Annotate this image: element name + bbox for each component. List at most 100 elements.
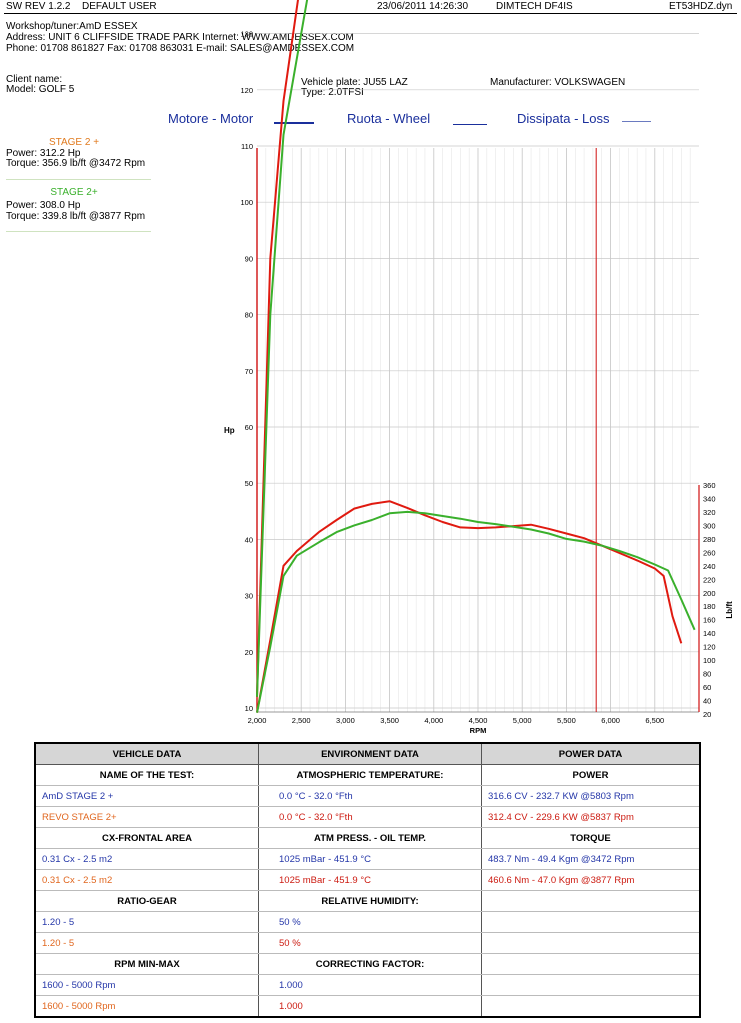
table-cell: 1.20 - 5 xyxy=(35,911,259,933)
table-cell: TORQUE xyxy=(481,827,701,849)
header-power-data: POWER DATA xyxy=(481,743,701,765)
y2-tick-label: 160 xyxy=(703,616,716,625)
table-cell xyxy=(481,995,701,1018)
y-tick-label: 100 xyxy=(240,198,253,207)
table-cell: 1600 - 5000 Rpm xyxy=(35,995,259,1018)
table-cell: CX-FRONTAL AREA xyxy=(35,827,259,849)
y2-tick-label: 280 xyxy=(703,535,716,544)
table-cell: 0.31 Cx - 2.5 m2 xyxy=(35,869,259,891)
file-name: ET53HDZ.dyn xyxy=(669,1,733,12)
legend-loss-line xyxy=(622,121,651,122)
table-cell: RELATIVE HUMIDITY: xyxy=(258,890,482,912)
y-tick-label: 130 xyxy=(240,30,253,39)
run1-divider xyxy=(6,179,151,180)
table-cell: 0.31 Cx - 2.5 m2 xyxy=(35,848,259,870)
y-tick-label: 70 xyxy=(245,367,253,376)
user-label: DEFAULT USER xyxy=(82,1,157,12)
table-row: 1.20 - 5 50 % xyxy=(35,911,701,933)
y2-tick-label: 320 xyxy=(703,508,716,517)
table-cell: 50 % xyxy=(258,932,482,954)
table-cell xyxy=(481,911,701,933)
y-tick-label: 10 xyxy=(245,704,253,713)
table-cell: POWER xyxy=(481,764,701,786)
y2-tick-label: 20 xyxy=(703,710,711,719)
model-name: Model: GOLF 5 xyxy=(6,84,75,95)
table-cell: 483.7 Nm - 49.4 Kgm @3472 Rpm xyxy=(481,848,701,870)
table-cell: ATM PRESS. - OIL TEMP. xyxy=(258,827,482,849)
y-tick-label: 80 xyxy=(245,311,253,320)
table-row: 1600 - 5000 Rpm 1.000 xyxy=(35,974,701,996)
table-cell: 50 % xyxy=(258,911,482,933)
table-cell: 312.4 CV - 229.6 KW @5837 Rpm xyxy=(481,806,701,828)
x-tick-label: 6,000 xyxy=(601,716,620,725)
x-tick-label: 2,000 xyxy=(248,716,267,725)
table-cell: 1.000 xyxy=(258,974,482,996)
run2-power: Power: 308.0 Hp xyxy=(6,200,81,211)
x-tick-label: 3,000 xyxy=(336,716,355,725)
vehicle-plate: Vehicle plate: JU55 LAZ xyxy=(301,77,408,88)
x-tick-label: 4,000 xyxy=(424,716,443,725)
client-name: Client name: xyxy=(6,74,63,85)
x-axis-label: RPM xyxy=(470,726,487,735)
run2-torque: Torque: 339.8 lb/ft @3877 Rpm xyxy=(6,211,146,222)
table-cell: 1.20 - 5 xyxy=(35,932,259,954)
y-tick-label: 90 xyxy=(245,254,253,263)
x-tick-label: 5,000 xyxy=(513,716,532,725)
table-cell: 1025 mBar - 451.9 °C xyxy=(258,869,482,891)
table-cell: 0.0 °C - 32.0 °Fth xyxy=(258,785,482,807)
table-cell: NAME OF THE TEST: xyxy=(35,764,259,786)
y2-tick-label: 340 xyxy=(703,494,716,503)
table-cell xyxy=(481,953,701,975)
y-tick-label: 120 xyxy=(240,86,253,95)
table-cell: RPM MIN-MAX xyxy=(35,953,259,975)
y2-tick-label: 40 xyxy=(703,697,711,706)
y2-tick-label: 100 xyxy=(703,656,716,665)
y2-tick-label: 260 xyxy=(703,548,716,557)
data-table: VEHICLE DATA ENVIRONMENT DATA POWER DATA… xyxy=(34,742,701,1018)
table-cell: AmD STAGE 2 + xyxy=(35,785,259,807)
table-row: REVO STAGE 2+ 0.0 °C - 32.0 °Fth 312.4 CV … xyxy=(35,806,701,828)
datetime: 23/06/2011 14:26:30 xyxy=(377,1,469,12)
series-line-torque-green xyxy=(256,510,696,713)
vehicle-type: Type: 2.0TFSI xyxy=(301,87,364,98)
y2-tick-label: 80 xyxy=(703,670,711,679)
workshop-address: Address: UNIT 6 CLIFFSIDE TRADE PARK Int… xyxy=(6,32,354,43)
workshop-phone: Phone: 01708 861827 Fax: 01708 863031 E-… xyxy=(6,43,355,54)
y2-tick-label: 300 xyxy=(703,521,716,530)
workshop-name: Workshop/tuner:AmD ESSEX xyxy=(6,21,138,32)
table-row: 1600 - 5000 Rpm 1.000 xyxy=(35,995,701,1018)
y-tick-label: 40 xyxy=(245,535,253,544)
top-bar xyxy=(4,0,737,14)
y-axis-label: Hp xyxy=(224,426,235,435)
table-cell xyxy=(481,932,701,954)
table-cell: 316.6 CV - 232.7 KW @5803 Rpm xyxy=(481,785,701,807)
run1-title: STAGE 2 + xyxy=(48,137,100,148)
table-row: 0.31 Cx - 2.5 m2 1025 mBar - 451.9 °C 483.… xyxy=(35,848,701,870)
x-tick-label: 2,500 xyxy=(292,716,311,725)
x-tick-label: 3,500 xyxy=(380,716,399,725)
x-tick-label: 6,500 xyxy=(645,716,664,725)
table-cell: 0.0 °C - 32.0 °Fth xyxy=(258,806,482,828)
table-cell: REVO STAGE 2+ xyxy=(35,806,259,828)
table-row: RATIO-GEAR RELATIVE HUMIDITY: xyxy=(35,890,701,912)
table-cell: CORRECTING FACTOR: xyxy=(258,953,482,975)
y2-tick-label: 240 xyxy=(703,562,716,571)
table-row: CX-FRONTAL AREA ATM PRESS. - OIL TEMP. TOR… xyxy=(35,827,701,849)
table-cell: ATMOSPHERIC TEMPERATURE: xyxy=(258,764,482,786)
software-version: SW REV 1.2.2 xyxy=(6,1,71,12)
table-row: RPM MIN-MAX CORRECTING FACTOR: xyxy=(35,953,701,975)
table-cell: 1025 mBar - 451.9 °C xyxy=(258,848,482,870)
legend-motor: Motore - Motor xyxy=(168,111,254,126)
run1-power: Power: 312.2 Hp xyxy=(6,148,81,159)
legend-wheel: Ruota - Wheel xyxy=(347,111,431,126)
manufacturer: Manufacturer: VOLKSWAGEN xyxy=(490,77,626,88)
table-cell: 460.6 Nm - 47.0 Kgm @3877 Rpm xyxy=(481,869,701,891)
header-vehicle-data: VEHICLE DATA xyxy=(35,743,259,765)
table-row: 1.20 - 5 50 % xyxy=(35,932,701,954)
y-tick-label: 110 xyxy=(241,142,253,151)
dyno-name: DIMTECH DF4IS xyxy=(496,1,573,12)
dyno-chart: 1020304050607080901001101201301401501601… xyxy=(224,0,734,735)
y2-tick-label: 200 xyxy=(703,589,716,598)
y-tick-label: 50 xyxy=(245,479,253,488)
header-environment-data: ENVIRONMENT DATA xyxy=(258,743,482,765)
